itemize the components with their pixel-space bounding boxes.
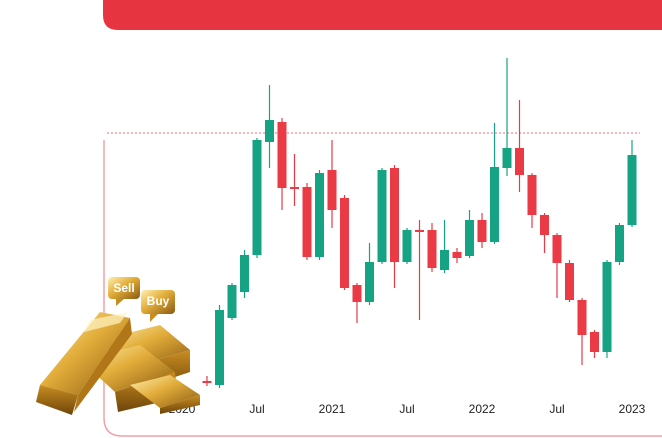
x-tick-label: 2022 (469, 402, 496, 416)
x-tick-label: Jul (249, 402, 264, 416)
candle-body (477, 220, 487, 242)
buy-label: Buy (147, 294, 170, 308)
candle-body (452, 252, 462, 258)
candle-body (465, 220, 474, 256)
candle-body (302, 187, 312, 257)
candle-body (265, 120, 274, 142)
header-bar (103, 0, 662, 30)
candle-body (215, 310, 224, 385)
candle-body (327, 170, 337, 210)
candle-body (402, 230, 412, 262)
candle-body (577, 300, 587, 335)
candle-body (352, 285, 362, 302)
plot-area: 2020 Jul 2021 Jul 2022 Jul 2023 (107, 58, 646, 416)
candle-body (490, 167, 499, 242)
candle-body (277, 122, 287, 188)
candle-body (227, 285, 237, 318)
sell-bubble: Sell (108, 277, 140, 306)
candle-body (590, 332, 599, 352)
buy-bubble: Buy (141, 290, 175, 322)
x-tick-label: 2021 (319, 402, 346, 416)
candle-body (252, 140, 262, 255)
candle-body (527, 175, 537, 215)
candle-body (440, 250, 449, 270)
candle-body (390, 168, 399, 262)
candle-body (340, 198, 349, 288)
candle-body (377, 170, 387, 262)
candle-body (290, 187, 299, 189)
candle-body (627, 155, 637, 225)
sell-label: Sell (113, 281, 134, 295)
x-tick-label: Jul (399, 402, 414, 416)
candle-body (415, 230, 424, 232)
candle-body (602, 262, 612, 352)
candle-body (615, 225, 624, 262)
candle-body (515, 148, 524, 175)
candle-body (315, 173, 324, 257)
candle-body (240, 255, 249, 292)
candle-body (427, 230, 437, 268)
candle-body (565, 263, 574, 300)
frame (103, 140, 662, 437)
candle-body (202, 381, 212, 383)
x-tick-label: Jul (549, 402, 564, 416)
gold-bars (36, 312, 200, 415)
x-tick-label: 2023 (619, 402, 646, 416)
candle-body (540, 215, 549, 235)
candle-body (552, 235, 562, 263)
candle-body (365, 262, 374, 302)
candle-body (502, 148, 512, 168)
